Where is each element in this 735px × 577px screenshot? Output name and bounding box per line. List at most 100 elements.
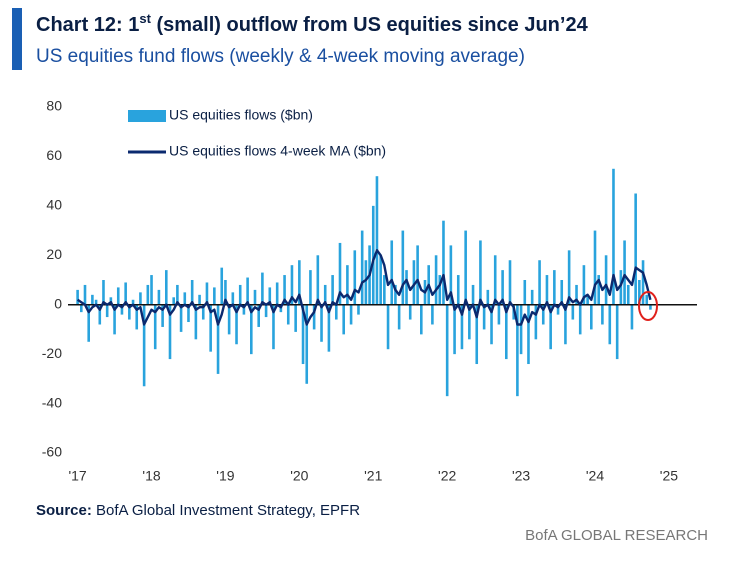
bar [198, 294, 201, 305]
bar [102, 280, 105, 305]
source-label: Source: [36, 502, 92, 519]
bar [449, 245, 453, 305]
bar [527, 304, 530, 365]
y-tick-label: 0 [54, 295, 62, 311]
bar [165, 270, 168, 305]
bar [386, 304, 390, 350]
chart-title: Chart 12: 1st (small) outflow from US eq… [36, 11, 589, 36]
bar [268, 287, 272, 305]
bar [238, 284, 242, 305]
bar [183, 292, 187, 305]
bar [98, 304, 102, 325]
bar [327, 304, 331, 352]
x-tick-label: '20 [290, 468, 308, 484]
bar [113, 304, 116, 335]
bar [634, 193, 637, 305]
bar [578, 304, 582, 335]
bar [434, 255, 438, 305]
bar [286, 304, 290, 325]
bar [80, 304, 83, 313]
bar [560, 280, 564, 305]
bar [153, 304, 157, 350]
bar [131, 299, 135, 305]
bar [120, 304, 124, 315]
y-tick-label: -60 [42, 444, 62, 460]
accent-bar [12, 8, 22, 70]
bar [157, 289, 161, 305]
bar [442, 220, 445, 305]
bar [375, 176, 379, 305]
y-tick-label: 60 [46, 147, 62, 163]
x-tick-label: '25 [660, 468, 678, 484]
bar [460, 304, 464, 350]
source-note: Source: BofA Global Investment Strategy,… [36, 502, 360, 519]
ma-line [76, 249, 652, 326]
bar [612, 168, 615, 305]
brand: BofA GLOBAL RESEARCH [525, 527, 708, 544]
bar [298, 260, 301, 305]
bar [486, 289, 490, 305]
bar [438, 275, 442, 305]
bar [172, 297, 175, 305]
bar [250, 304, 253, 355]
bar [390, 240, 394, 305]
x-tick-label: '22 [438, 468, 456, 484]
x-tick-label: '19 [216, 468, 234, 484]
bar [187, 304, 190, 323]
bar [564, 304, 567, 345]
bar [468, 304, 471, 340]
bar [346, 265, 349, 305]
highlight-circle [638, 291, 658, 321]
bar [135, 304, 139, 330]
bar [394, 284, 397, 305]
title-part: Chart 12: 1 [36, 14, 139, 36]
bar [194, 304, 198, 340]
bar [309, 270, 312, 305]
bar [87, 304, 90, 342]
bar [257, 304, 260, 327]
bar [530, 289, 534, 305]
bar [575, 284, 578, 305]
bar [242, 304, 246, 315]
bar [420, 304, 423, 335]
bar [261, 272, 264, 305]
bar [445, 304, 449, 397]
x-tick-label: '18 [142, 468, 160, 484]
x-tick-label: '24 [586, 468, 604, 484]
bar [290, 265, 294, 305]
bar [371, 205, 375, 305]
bar [116, 287, 120, 305]
bar [83, 284, 87, 305]
bar [124, 282, 127, 305]
bar [227, 304, 231, 335]
bar [553, 270, 556, 305]
bar [316, 255, 320, 305]
bar [205, 282, 209, 305]
y-tick-label: -20 [42, 345, 62, 361]
bar [201, 304, 205, 320]
bar [235, 304, 238, 345]
x-tick-label: '17 [68, 468, 86, 484]
bar [482, 304, 486, 330]
bar [475, 304, 479, 365]
bar [516, 304, 519, 397]
bar [213, 287, 216, 305]
bar [150, 275, 153, 305]
bar [279, 304, 283, 313]
legend-label: US equities flows 4-week MA ($bn) [169, 143, 386, 159]
bar [264, 304, 268, 318]
bar [508, 260, 512, 305]
bar [301, 304, 305, 365]
bar [630, 304, 634, 330]
bar [590, 304, 593, 330]
bar [497, 304, 501, 325]
bar [139, 292, 142, 305]
bar [168, 304, 172, 360]
bar [231, 292, 235, 305]
bar [76, 289, 79, 305]
bar [638, 280, 641, 305]
bar [523, 280, 527, 305]
y-tick-label: 40 [46, 197, 62, 213]
bar [161, 304, 164, 327]
bar [567, 250, 571, 305]
